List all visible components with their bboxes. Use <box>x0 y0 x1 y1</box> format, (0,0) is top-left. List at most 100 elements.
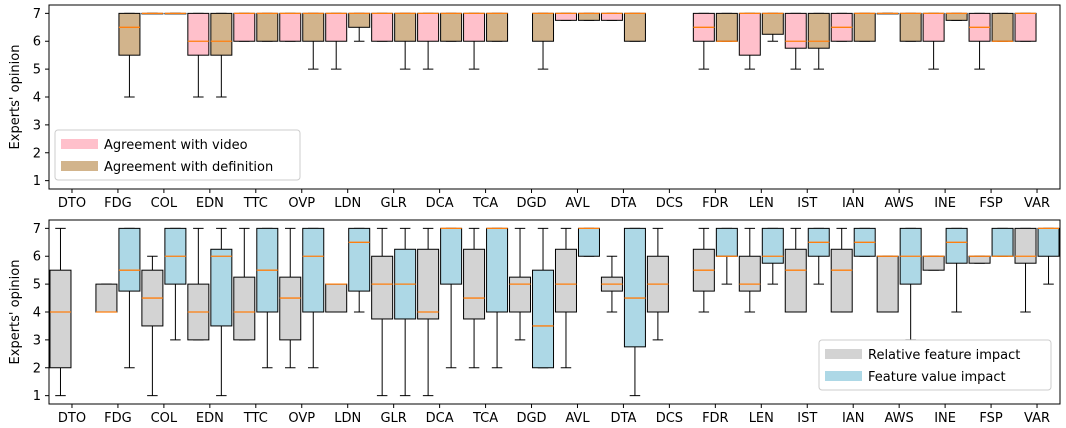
box-len-b <box>761 12 784 42</box>
box-ldn-b <box>348 12 371 42</box>
box-glr-a <box>371 227 394 397</box>
box-body <box>623 227 646 348</box>
box-body <box>509 276 532 313</box>
box-body <box>577 227 600 257</box>
x-tick-label: DCS <box>656 411 683 426</box>
box-ldn-a <box>325 12 348 70</box>
box-fdg-b <box>118 227 141 369</box>
box-ovp-b <box>302 227 325 369</box>
box-len-b <box>761 227 784 285</box>
box-ttc-b <box>256 12 279 42</box>
legend-label: Relative feature impact <box>868 348 1020 363</box>
box-ian-b <box>853 227 876 257</box>
x-tick-label: FDR <box>702 196 729 211</box>
box-body <box>853 12 876 42</box>
box-var-b <box>1037 227 1060 285</box>
box-var-a <box>1014 12 1037 42</box>
box-ldn-a <box>325 283 348 313</box>
box-body <box>279 276 302 341</box>
box-tca-b <box>486 12 509 42</box>
box-dca-a <box>417 12 440 70</box>
box-ttc-b <box>256 227 279 369</box>
x-tick-label: TTC <box>243 196 268 211</box>
x-tick-label: LDN <box>334 411 361 426</box>
x-tick-label: FDG <box>104 196 132 211</box>
box-avl-a <box>554 12 577 21</box>
box-body <box>486 227 509 313</box>
box-edn-b <box>210 227 233 397</box>
box-body <box>302 227 325 313</box>
y-tick-label: 1 <box>33 174 41 189</box>
box-glr-a <box>371 12 394 42</box>
box-var-a <box>1014 227 1037 313</box>
box-body <box>1014 227 1037 264</box>
box-dgd-a <box>509 227 532 341</box>
x-tick-label: DCA <box>426 411 454 426</box>
box-body <box>348 227 371 292</box>
y-tick-label: 3 <box>33 118 41 133</box>
x-tick-label: AVL <box>565 196 590 211</box>
legend-label: Feature value impact <box>868 370 1006 385</box>
legend: Agreement with video Agreement with defin… <box>54 129 301 181</box>
x-tick-label: AWS <box>885 411 914 426</box>
box-dta-b <box>623 227 646 397</box>
box-ian-a <box>830 12 853 42</box>
x-tick-label: COL <box>151 411 178 426</box>
box-body <box>1037 227 1060 257</box>
box-body <box>486 12 509 42</box>
box-edn-a <box>187 227 210 341</box>
x-tick-label: AVL <box>565 411 590 426</box>
x-tick-label: DTO <box>58 196 86 211</box>
box-body <box>715 227 738 257</box>
box-ovp-a <box>279 12 302 42</box>
box-body <box>463 12 486 42</box>
bottom-panel: 1 2 3 4 5 6 7 DTO FDG COL EDN TTC OVP LDN GLR DCA TCA DGD… <box>8 219 1061 426</box>
box-aws-a <box>876 255 899 313</box>
x-tick-label: VAR <box>1024 196 1050 211</box>
box-ttc-a <box>233 12 256 42</box>
legend-frame <box>818 339 1052 391</box>
x-tick-label: INE <box>934 411 956 426</box>
box-body <box>302 12 325 42</box>
y-tick-label: 4 <box>33 306 41 321</box>
x-tick-label: IST <box>797 411 817 426</box>
box-tca-a <box>463 12 486 70</box>
box-body <box>922 255 945 271</box>
box-body <box>761 227 784 264</box>
box-body <box>210 248 233 327</box>
y-tick-label: 7 <box>33 7 41 22</box>
box-body <box>784 248 807 313</box>
box-aws-a <box>876 12 899 15</box>
box-dcs-a <box>646 227 669 341</box>
box-body <box>95 283 118 313</box>
y-tick-label: 3 <box>33 333 41 348</box>
box-fdr-b <box>715 12 738 42</box>
box-ovp-a <box>279 227 302 369</box>
top-panel: 1 2 3 4 5 6 7 DTO FDG COL EDN TTC OVP LDN GLR DCA TCA DGD… <box>8 4 1061 211</box>
x-tick-label: EDN <box>196 196 224 211</box>
y-tick-label: 1 <box>33 389 41 404</box>
box-dgd-b <box>532 12 555 70</box>
box-glr-b <box>394 227 417 397</box>
box-ist-b <box>807 12 830 70</box>
y-tick-label: 6 <box>33 35 41 50</box>
box-body <box>577 12 600 21</box>
box-ovp-b <box>302 12 325 70</box>
y-tick-label: 5 <box>33 278 41 293</box>
x-tick-label: LEN <box>749 196 774 211</box>
box-body <box>899 12 922 42</box>
box-body <box>233 276 256 341</box>
box-ine-b <box>945 227 968 313</box>
box-body <box>417 248 440 320</box>
box-dta-a <box>600 255 623 313</box>
box-body <box>233 12 256 42</box>
box-body <box>417 12 440 42</box>
box-col-a <box>141 255 164 397</box>
box-ian-b <box>853 12 876 42</box>
box-dta-b <box>623 12 646 42</box>
box-ttc-a <box>233 227 256 341</box>
box-body <box>440 12 463 42</box>
box-body <box>210 12 233 56</box>
box-body <box>118 227 141 292</box>
legend-label: Agreement with definition <box>104 160 273 175</box>
